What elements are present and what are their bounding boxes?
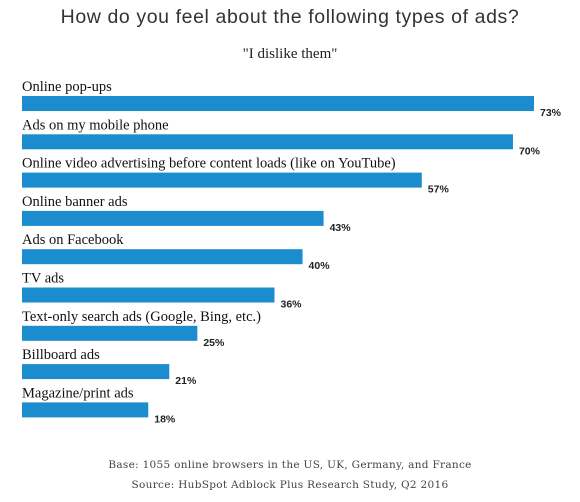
bar xyxy=(22,134,513,150)
category-label: Online banner ads xyxy=(22,194,128,210)
value-label: 43% xyxy=(330,222,352,234)
category-label: Online pop-ups xyxy=(22,79,112,95)
bar xyxy=(22,96,534,111)
chart-subtitle: "I dislike them" xyxy=(242,46,338,62)
bar xyxy=(22,364,170,380)
footnote-base: Base: 1055 online browsers in the US, UK… xyxy=(108,459,472,471)
category-label: Ads on my mobile phone xyxy=(22,117,169,133)
bar xyxy=(22,249,303,265)
category-label: Text-only search ads (Google, Bing, etc.… xyxy=(22,309,261,325)
value-label: 25% xyxy=(203,337,225,349)
category-label: TV ads xyxy=(22,271,64,287)
bar-chart: Online pop-ups 73% Ads on my mobile phone 7… xyxy=(22,79,562,425)
bar xyxy=(22,325,198,341)
value-label: 36% xyxy=(280,299,302,311)
bar xyxy=(22,210,324,226)
value-label: 73% xyxy=(540,107,562,119)
value-label: 57% xyxy=(428,184,450,196)
value-label: 21% xyxy=(175,375,197,387)
category-label: Billboard ads xyxy=(22,347,100,363)
category-label: Ads on Facebook xyxy=(22,232,124,248)
value-label: 40% xyxy=(309,260,331,272)
bar xyxy=(22,402,149,418)
bar xyxy=(22,287,275,303)
category-label: Magazine/print ads xyxy=(22,385,134,401)
footnote-source: Source: HubSpot Adblock Plus Research St… xyxy=(131,479,449,491)
bar xyxy=(22,172,422,188)
chart-title: How do you feel about the following type… xyxy=(60,6,520,28)
value-label: 18% xyxy=(154,413,176,425)
value-label: 70% xyxy=(519,145,541,157)
category-label: Online video advertising before content … xyxy=(22,156,396,172)
